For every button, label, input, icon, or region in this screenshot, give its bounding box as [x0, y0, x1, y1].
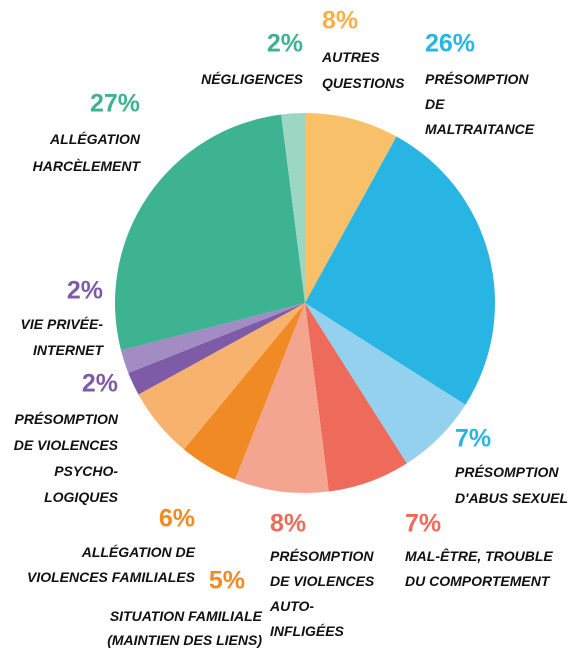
slice-label: VIE PRIVÉE-INTERNET — [21, 316, 105, 358]
percent-label: 26% — [425, 30, 475, 58]
pie-slice — [305, 136, 496, 405]
slice-label: PRÉSOMPTION DE VIOLENCES AUTO-INFLIGÉES — [269, 548, 375, 639]
slice-label: MAL-ÊTRE, TROUBLE DU COMPORTEMENT — [405, 547, 553, 589]
percent-label: 6% — [159, 505, 195, 533]
pie-slice — [120, 303, 305, 373]
pie-slice — [305, 303, 466, 464]
slice-label: ALLÉGATION HARCÈLEMENT — [33, 131, 142, 174]
percent-label: 27% — [90, 90, 140, 118]
percent-label: 8% — [322, 7, 358, 35]
slice-label: NÉGLIGENCES — [201, 71, 304, 87]
percent-label: 5% — [209, 567, 245, 595]
pie-slice — [128, 303, 305, 395]
percent-label: 7% — [405, 510, 441, 538]
pie-slice — [235, 303, 329, 494]
percent-label: 2% — [67, 277, 103, 305]
percent-label: 2% — [82, 370, 118, 398]
pie-slice — [183, 303, 305, 480]
pie-slice — [138, 303, 305, 450]
slice-label: ALLÉGATION DE VIOLENCES FAMILIALES — [27, 544, 196, 585]
percent-label: 7% — [455, 425, 491, 453]
slice-label: PRÉSOMPTION DE MALTRAITANCE — [425, 71, 535, 137]
pie-slice — [305, 303, 407, 492]
pie-slice — [305, 113, 397, 303]
pie-slice — [114, 114, 305, 351]
slice-label: PRÉSOMPTION DE VIOLENCES PSYCHO-LOGIQUES — [14, 411, 119, 505]
percent-label: 8% — [270, 510, 306, 538]
slice-label: SITUATION FAMILIALE (MAINTIEN DES LIENS) — [107, 608, 262, 648]
slice-label: PRÉSOMPTION D'ABUS SEXUEL — [455, 464, 568, 506]
percent-label: 2% — [267, 30, 303, 58]
slice-label: AUTRES QUESTIONS — [321, 49, 405, 91]
pie-slice — [281, 113, 305, 303]
